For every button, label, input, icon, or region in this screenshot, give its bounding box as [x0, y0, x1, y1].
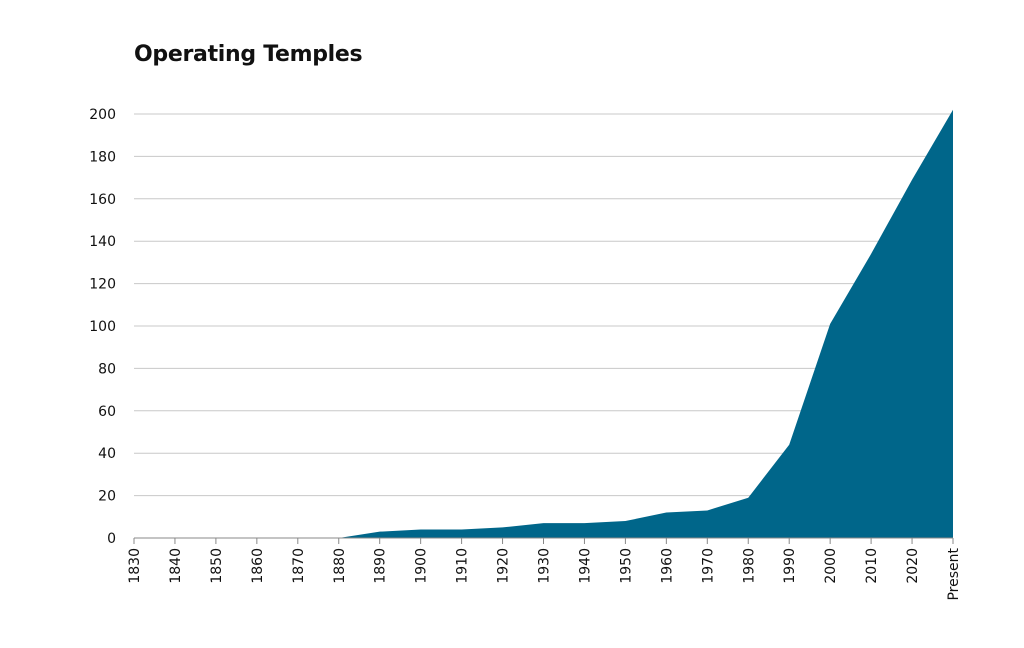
x-tick-label: 2010 — [864, 548, 880, 584]
x-tick-label: 1850 — [209, 548, 225, 584]
x-tick-label: 1960 — [659, 548, 675, 584]
y-tick-label: 200 — [89, 107, 116, 123]
axes — [133, 537, 954, 544]
area-series — [134, 109, 953, 538]
y-tick-label: 0 — [107, 531, 116, 547]
x-tick-label: 1940 — [577, 548, 593, 584]
x-tick-label: 2000 — [823, 548, 839, 584]
y-tick-label: 160 — [89, 192, 116, 208]
y-tick-label: 100 — [89, 319, 116, 335]
x-tick-label: 1970 — [700, 548, 716, 584]
y-tick-label: 180 — [89, 149, 116, 165]
x-tick-label: 1880 — [332, 548, 348, 584]
y-tick-labels: 0 20 40 60 80 100 120 140 160 180 200 — [89, 107, 116, 547]
chart-title: Operating Temples — [134, 42, 363, 67]
x-tick-label: 1890 — [373, 548, 389, 584]
x-tick-label: 1930 — [537, 548, 553, 584]
y-tick-label: 40 — [98, 446, 116, 462]
x-tick-label: 2020 — [905, 548, 921, 584]
y-tick-label: 60 — [98, 404, 116, 420]
y-tick-label: 120 — [89, 277, 116, 293]
x-tick-label: 1900 — [414, 548, 430, 584]
x-tick-label: 1870 — [291, 548, 307, 584]
x-tick-label: 1990 — [782, 548, 798, 584]
x-tick-label: Present — [946, 547, 962, 600]
x-tick-label: 1980 — [741, 548, 757, 584]
x-tick-labels: 1830 1840 1850 1860 1870 1880 1890 1900 1910 1920… — [127, 547, 962, 600]
x-tick-label: 1830 — [127, 548, 143, 584]
area-series-path — [134, 109, 953, 538]
x-tick-label: 1840 — [168, 548, 184, 584]
x-tick-label: 1860 — [250, 548, 266, 584]
x-tick-label: 1950 — [618, 548, 634, 584]
x-tick-label: 1920 — [496, 548, 512, 584]
y-tick-label: 140 — [89, 234, 116, 250]
x-tick-label: 1910 — [455, 548, 471, 584]
gridlines — [134, 113, 953, 497]
y-tick-label: 80 — [98, 361, 116, 377]
y-tick-label: 20 — [98, 489, 116, 505]
